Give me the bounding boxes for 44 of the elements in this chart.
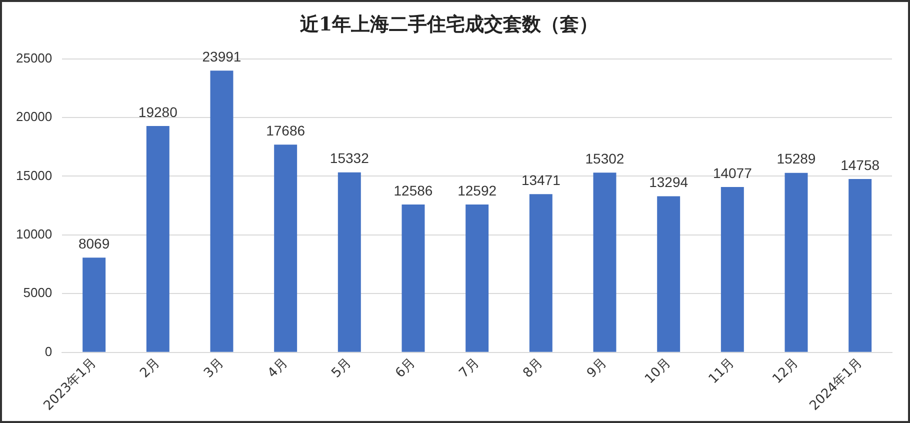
- bar: [657, 196, 680, 352]
- x-tick-label: 12月: [770, 355, 802, 387]
- x-tick-label: 2月: [137, 355, 164, 382]
- data-label: 13294: [649, 174, 688, 190]
- data-label: 14077: [712, 164, 752, 181]
- data-label: 12586: [394, 182, 433, 198]
- bar: [82, 258, 106, 352]
- bar: [402, 204, 425, 352]
- bar: [593, 172, 616, 352]
- y-tick-label: 5000: [23, 285, 52, 300]
- bar: [784, 172, 808, 352]
- bar: [146, 126, 170, 352]
- bar: [529, 194, 552, 352]
- y-tick-label: 20000: [16, 109, 52, 124]
- bar: [274, 144, 298, 352]
- x-tick-label: 3月: [201, 355, 227, 382]
- bar: [466, 204, 489, 352]
- bar: [848, 179, 872, 352]
- data-label: 12592: [458, 182, 497, 198]
- data-label: 15289: [776, 150, 816, 167]
- x-tick-label: 8月: [520, 355, 546, 382]
- data-label: 13471: [521, 172, 561, 188]
- data-label: 14758: [840, 156, 880, 173]
- y-tick-label: 0: [44, 344, 52, 359]
- x-tick-label: 11月: [706, 355, 738, 387]
- data-label: 15302: [585, 150, 624, 167]
- bar: [720, 187, 744, 352]
- x-tick-label: 5月: [328, 355, 355, 382]
- x-tick-label: 10月: [642, 355, 674, 387]
- y-tick-label: 15000: [16, 168, 52, 183]
- data-label: 23991: [202, 48, 242, 65]
- data-label: 17686: [266, 122, 306, 139]
- data-label: 8069: [78, 235, 110, 252]
- chart-title: 近1年上海二手住宅成交套数（套）: [298, 13, 598, 36]
- y-tick-label: 10000: [16, 226, 52, 242]
- data-label: 19280: [138, 104, 178, 120]
- x-tick-label: 4月: [265, 355, 291, 382]
- x-tick-label: 9月: [584, 355, 610, 382]
- x-tick-label: 7月: [456, 355, 482, 382]
- y-tick-label: 25000: [16, 50, 52, 66]
- data-label: 15332: [330, 150, 370, 166]
- bar: [338, 172, 361, 352]
- x-tick-label: 6月: [392, 355, 418, 382]
- bar: [210, 70, 234, 352]
